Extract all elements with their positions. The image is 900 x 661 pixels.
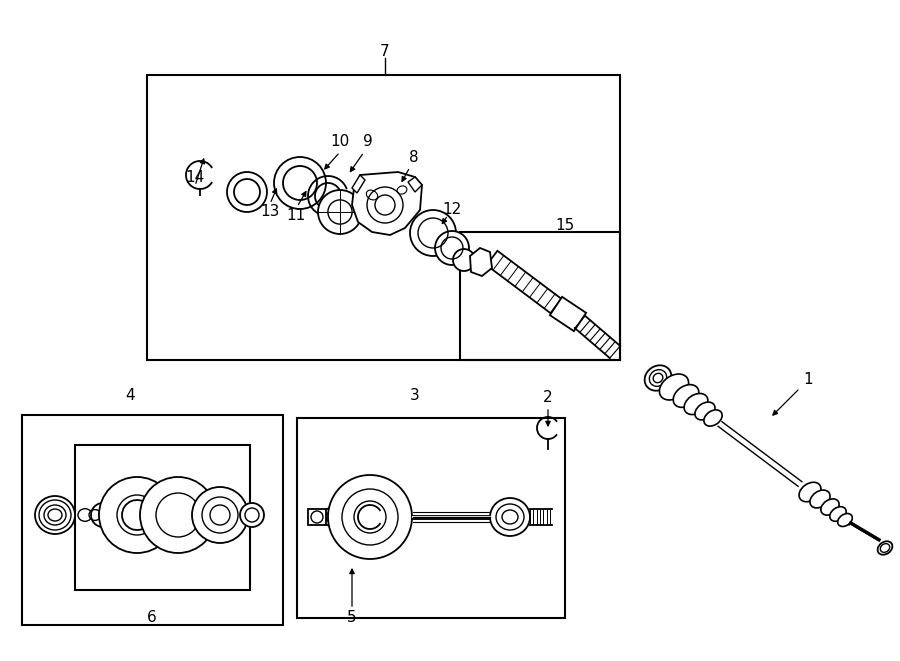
Text: 1: 1	[803, 373, 813, 387]
Ellipse shape	[89, 510, 101, 520]
Text: 14: 14	[185, 171, 204, 186]
Ellipse shape	[490, 498, 530, 536]
Circle shape	[140, 477, 216, 553]
Ellipse shape	[838, 514, 852, 527]
Circle shape	[453, 249, 475, 271]
Ellipse shape	[695, 402, 715, 420]
Ellipse shape	[78, 509, 92, 522]
Ellipse shape	[704, 410, 722, 426]
Text: 8: 8	[410, 151, 418, 165]
Text: 13: 13	[260, 204, 280, 219]
Text: 9: 9	[363, 134, 373, 149]
Ellipse shape	[821, 499, 839, 515]
Polygon shape	[408, 177, 422, 192]
Polygon shape	[308, 509, 326, 525]
Text: 5: 5	[347, 611, 356, 625]
Text: 15: 15	[555, 217, 574, 233]
Ellipse shape	[799, 483, 821, 502]
Ellipse shape	[99, 510, 109, 520]
Text: 10: 10	[330, 134, 349, 149]
Bar	[22, 415, 283, 625]
Text: 4: 4	[125, 387, 135, 403]
Polygon shape	[550, 297, 586, 331]
Ellipse shape	[644, 366, 671, 391]
Ellipse shape	[673, 385, 698, 407]
Circle shape	[318, 190, 362, 234]
Bar	[297, 418, 565, 618]
Circle shape	[192, 487, 248, 543]
Circle shape	[274, 157, 326, 209]
Text: 11: 11	[286, 208, 306, 223]
Circle shape	[322, 508, 340, 526]
Circle shape	[240, 503, 264, 527]
Circle shape	[435, 231, 469, 265]
Polygon shape	[352, 172, 422, 235]
Bar	[147, 75, 620, 360]
Polygon shape	[470, 248, 492, 276]
Polygon shape	[352, 175, 365, 193]
Text: 12: 12	[443, 202, 462, 217]
Text: 3: 3	[410, 387, 420, 403]
Ellipse shape	[684, 393, 708, 414]
Bar	[460, 232, 620, 360]
Circle shape	[410, 210, 456, 256]
Text: 2: 2	[544, 391, 553, 405]
Ellipse shape	[35, 496, 75, 534]
Text: 6: 6	[147, 611, 157, 625]
Ellipse shape	[830, 507, 846, 522]
Ellipse shape	[878, 541, 893, 555]
Text: 7: 7	[380, 44, 390, 59]
Circle shape	[227, 172, 267, 212]
Ellipse shape	[810, 490, 830, 508]
Circle shape	[328, 475, 412, 559]
Ellipse shape	[660, 374, 688, 400]
Circle shape	[99, 477, 175, 553]
Polygon shape	[487, 251, 562, 313]
Bar	[75, 445, 250, 590]
